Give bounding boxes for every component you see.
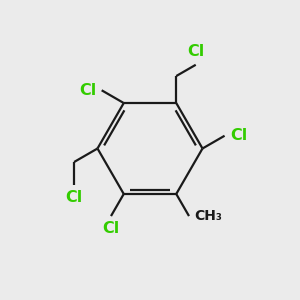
Text: Cl: Cl — [230, 128, 247, 143]
Text: Cl: Cl — [65, 190, 83, 205]
Text: Cl: Cl — [187, 44, 204, 59]
Text: Cl: Cl — [102, 221, 120, 236]
Text: CH₃: CH₃ — [194, 209, 222, 223]
Text: Cl: Cl — [79, 83, 96, 98]
